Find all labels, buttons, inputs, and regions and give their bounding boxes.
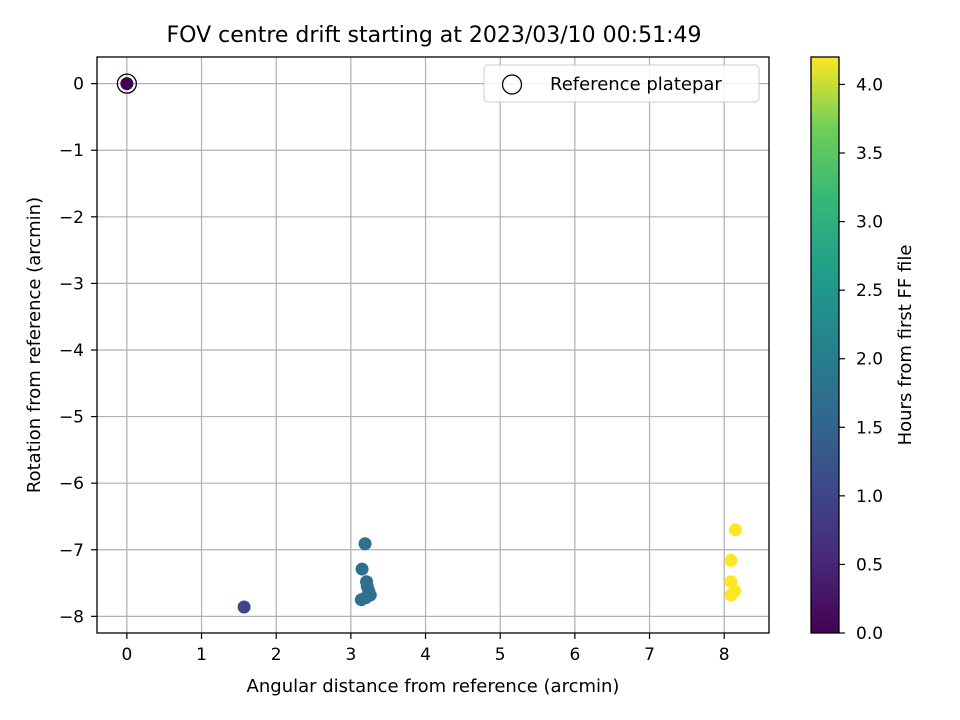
x-tick-label: 4: [420, 645, 431, 665]
y-axis-ticks: 0 −1 −2 −3 −4 −5 −6 −7 −8: [59, 75, 97, 627]
scatter-point: [354, 593, 368, 607]
scatter-points: [116, 73, 742, 614]
legend: Reference platepar: [483, 64, 760, 103]
x-axis-label: Angular distance from reference (arcmin): [247, 676, 620, 697]
y-tick-label: −2: [59, 208, 84, 228]
x-tick-label: 6: [569, 645, 580, 665]
legend-marker-reference: [501, 74, 523, 95]
y-tick-label: −5: [59, 408, 84, 428]
grid-lines: [97, 57, 769, 633]
y-tick-label: −8: [59, 607, 84, 627]
colorbar-tick-label: 0.0: [856, 624, 883, 644]
scatter-point: [120, 77, 134, 91]
x-tick-label: 0: [121, 645, 132, 665]
colorbar-label: Hours from first FF file: [895, 245, 916, 446]
x-tick-label: 7: [644, 645, 655, 665]
y-tick-label: −3: [59, 274, 84, 294]
y-tick-label: −7: [59, 541, 84, 561]
colorbar-tick-label: 3.5: [856, 144, 883, 164]
x-tick-label: 8: [719, 645, 730, 665]
y-axis-label: Rotation from reference (arcmin): [24, 197, 45, 493]
scatter-point: [355, 562, 369, 576]
chart-title: FOV centre drift starting at 2023/03/10 …: [167, 23, 702, 48]
scatter-point: [724, 553, 738, 567]
scatter-point: [724, 588, 738, 602]
colorbar-gradient: [810, 56, 840, 634]
x-tick-label: 1: [196, 645, 207, 665]
x-tick-label: 2: [271, 645, 282, 665]
scatter-point: [237, 600, 251, 614]
colorbar-tick-label: 3.0: [856, 213, 883, 233]
colorbar-tick-label: 0.5: [856, 555, 883, 575]
colorbar-tick-label: 1.0: [856, 487, 883, 507]
y-tick-label: 0: [73, 75, 84, 95]
x-tick-label: 5: [495, 645, 506, 665]
scatter-point: [358, 537, 372, 551]
colorbar-tick-label: 4.0: [856, 75, 883, 95]
x-axis-ticks: 0 1 2 3 4 5 6 7 8: [121, 633, 730, 665]
scatter-point: [728, 523, 742, 537]
legend-label-reference: Reference platepar: [550, 74, 722, 95]
y-tick-label: −6: [59, 474, 84, 494]
y-tick-label: −1: [59, 141, 84, 161]
colorbar: 0.0 0.5 1.0 1.5 2.0 2.5 3.0 3.5 4.0 Hours from f…: [810, 56, 916, 644]
colorbar-ticks: 0.0 0.5 1.0 1.5 2.0 2.5 3.0 3.5 4.0: [839, 75, 883, 644]
x-tick-label: 3: [345, 645, 356, 665]
reference-platepar-marker: [116, 73, 138, 94]
legend-box: [483, 64, 760, 103]
y-tick-label: −4: [59, 341, 84, 361]
colorbar-tick-label: 2.5: [856, 281, 883, 301]
plot-frame: [96, 56, 770, 634]
colorbar-tick-label: 2.0: [856, 350, 883, 370]
colorbar-tick-label: 1.5: [856, 418, 883, 438]
